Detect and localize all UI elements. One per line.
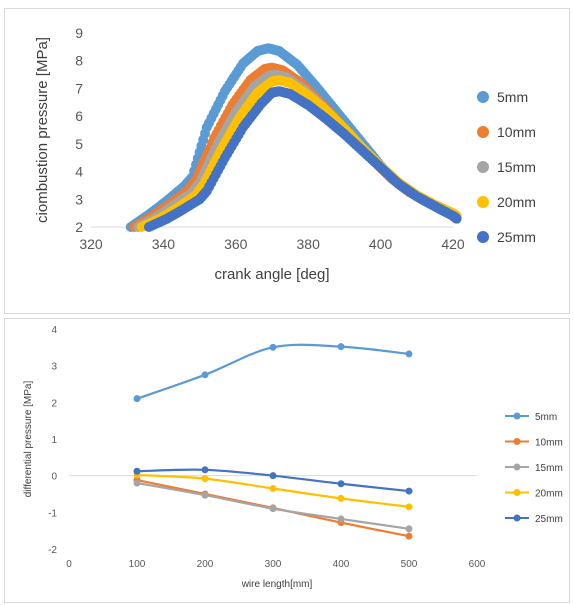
- data-point: [337, 343, 345, 351]
- y-axis-title: ciombustion pressure [MPa]: [34, 37, 51, 223]
- x-tick-label: 500: [401, 559, 418, 570]
- y-tick-label: 6: [75, 108, 83, 124]
- x-tick-label: 100: [129, 559, 146, 570]
- data-point: [269, 472, 277, 480]
- legend-marker-15mm: [477, 161, 489, 173]
- legend-label-5mm: 5mm: [535, 412, 557, 423]
- legend-marker-20mm: [477, 196, 489, 208]
- legend-marker-25mm: [513, 514, 521, 522]
- y-tick-label: 7: [75, 80, 83, 96]
- legend-label-10mm: 10mm: [535, 438, 563, 449]
- x-tick-label: 360: [224, 236, 248, 252]
- x-axis-title: wire length[mm]: [241, 579, 313, 590]
- combustion-pressure-chart: 320 340 360 380 400 420 2 3 4 5 6 7 8 9 crank angle [d…: [34, 25, 536, 283]
- data-point: [405, 350, 413, 358]
- x-tick-label: 340: [152, 236, 176, 252]
- data-point: [405, 487, 413, 495]
- legend-marker-5mm: [477, 91, 489, 103]
- legend-marker-25mm: [477, 231, 489, 243]
- data-point: [337, 515, 345, 523]
- data-point: [133, 479, 141, 487]
- y-tick-label: 9: [75, 25, 83, 41]
- y-tick-label: 4: [75, 164, 83, 180]
- legend-marker-15mm: [513, 463, 521, 471]
- legend-label-20mm: 20mm: [497, 194, 536, 210]
- legend-label-20mm: 20mm: [535, 489, 563, 500]
- x-axis-title: crank angle [deg]: [214, 266, 329, 283]
- y-tick-label: 5: [75, 136, 83, 152]
- y-tick-label: 0: [51, 472, 57, 483]
- data-point: [337, 480, 345, 488]
- data-point: [201, 491, 209, 499]
- data-point: [405, 525, 413, 533]
- data-point: [201, 466, 209, 474]
- y-tick-label: 2: [51, 398, 57, 409]
- x-tick-label: 320: [79, 236, 103, 252]
- x-tick-label: 380: [297, 236, 321, 252]
- series-25mm: [143, 86, 462, 232]
- series-15mm: [133, 479, 413, 533]
- x-tick-label: 400: [369, 236, 393, 252]
- legend-marker-10mm: [477, 126, 489, 138]
- data-point: [405, 532, 413, 540]
- data-point: [201, 371, 209, 379]
- legend-label-5mm: 5mm: [497, 89, 528, 105]
- y-tick-label: 1: [51, 435, 57, 446]
- data-point: [405, 503, 413, 511]
- y-tick-label: -1: [48, 508, 57, 519]
- y-tick-label: -2: [48, 545, 57, 556]
- y-tick-label: 2: [75, 219, 83, 235]
- series-5mm: [133, 343, 413, 403]
- y-tick-label: 4: [51, 325, 57, 336]
- differential-pressure-chart-panel: 0 100 200 300 400 500 600 -2 -1 0 1 2 3 4 wire length[…: [4, 318, 570, 603]
- legend-marker-20mm: [513, 489, 521, 496]
- x-tick-label: 300: [265, 559, 282, 570]
- x-tick-label: 0: [66, 559, 72, 570]
- x-tick-label: 600: [469, 559, 486, 570]
- data-point: [133, 467, 141, 475]
- combustion-pressure-chart-panel: 320 340 360 380 400 420 2 3 4 5 6 7 8 9 crank angle [d…: [4, 8, 570, 314]
- y-tick-label: 3: [51, 362, 57, 373]
- legend-label-15mm: 15mm: [535, 463, 563, 474]
- legend-label-10mm: 10mm: [497, 124, 536, 140]
- y-axis-title: differential pressure [MPa]: [23, 381, 34, 498]
- differential-pressure-chart: 0 100 200 300 400 500 600 -2 -1 0 1 2 3 4 wire length[…: [23, 325, 563, 590]
- legend-marker-5mm: [513, 412, 521, 420]
- data-point: [201, 475, 209, 483]
- data-point: [269, 485, 277, 492]
- y-tick-label: 8: [75, 53, 83, 69]
- data-point: [269, 505, 277, 513]
- legend-marker-10mm: [513, 438, 521, 445]
- x-tick-label: 400: [333, 559, 350, 570]
- x-tick-label: 420: [441, 236, 465, 252]
- data-point: [337, 494, 345, 502]
- x-tick-label: 200: [197, 559, 214, 570]
- data-point: [133, 395, 141, 403]
- data-point: [269, 343, 277, 351]
- y-tick-label: 3: [75, 191, 83, 207]
- series-25mm: [133, 466, 413, 495]
- legend-label-25mm: 25mm: [535, 514, 563, 525]
- series-line-5mm: [136, 343, 410, 400]
- legend-label-15mm: 15mm: [497, 159, 536, 175]
- data-point: [451, 213, 462, 224]
- legend-label-25mm: 25mm: [497, 229, 536, 245]
